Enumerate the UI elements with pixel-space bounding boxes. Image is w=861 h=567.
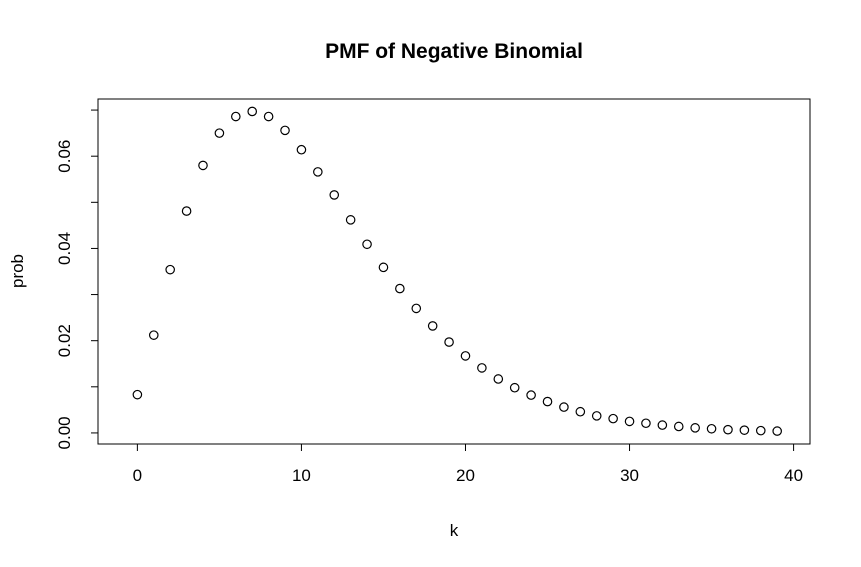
x-axis: 0 10 20 30 40 [133,443,803,485]
data-point [673,421,684,432]
data-point [542,396,553,407]
data-point [723,424,733,435]
data-point [509,382,520,393]
data-point [378,262,389,273]
data-point [247,106,258,117]
data-point [313,167,323,177]
data-point [575,406,586,417]
data-point [362,239,372,250]
x-tick-label: 40 [784,466,803,485]
data-point [477,363,487,373]
x-tick-label: 20 [456,466,475,485]
y-tick-label: 0.06 [55,140,74,173]
x-tick-label: 10 [292,466,311,485]
data-point [329,190,340,200]
data-point [657,420,668,430]
x-tick-label: 30 [620,466,639,485]
y-axis: 0.00 0.02 0.04 0.06 [55,109,99,449]
data-point [772,426,782,436]
data-point [198,160,208,171]
data-point [181,206,192,216]
y-tick-label: 0.00 [55,416,74,449]
data-point [296,144,307,155]
data-point [526,390,536,400]
data-point [591,411,602,421]
y-tick-label: 0.04 [55,232,74,265]
data-point [263,111,274,122]
data-point [411,303,422,314]
data-point [493,374,504,384]
data-point [231,111,241,122]
data-point [739,425,750,435]
data-point [641,418,651,429]
data-point [132,389,143,400]
data-points [132,106,782,436]
data-point [165,264,175,275]
data-point [280,125,290,136]
chart-title: PMF of Negative Binomial [325,40,583,63]
x-axis-label: k [450,521,459,540]
data-point [559,402,569,412]
data-point [444,337,454,347]
plot-frame [97,98,811,445]
y-tick-label: 0.02 [55,324,74,357]
data-point [690,423,700,433]
data-point [148,330,159,340]
data-point [395,283,405,294]
data-point [214,128,225,138]
data-point [427,321,438,331]
data-point [755,425,766,436]
data-point [345,215,356,225]
y-axis-label: prob [8,254,27,288]
data-point [460,351,471,361]
data-point [608,413,618,424]
x-tick-label: 0 [133,466,142,485]
data-point [706,423,717,434]
data-point [624,416,635,427]
